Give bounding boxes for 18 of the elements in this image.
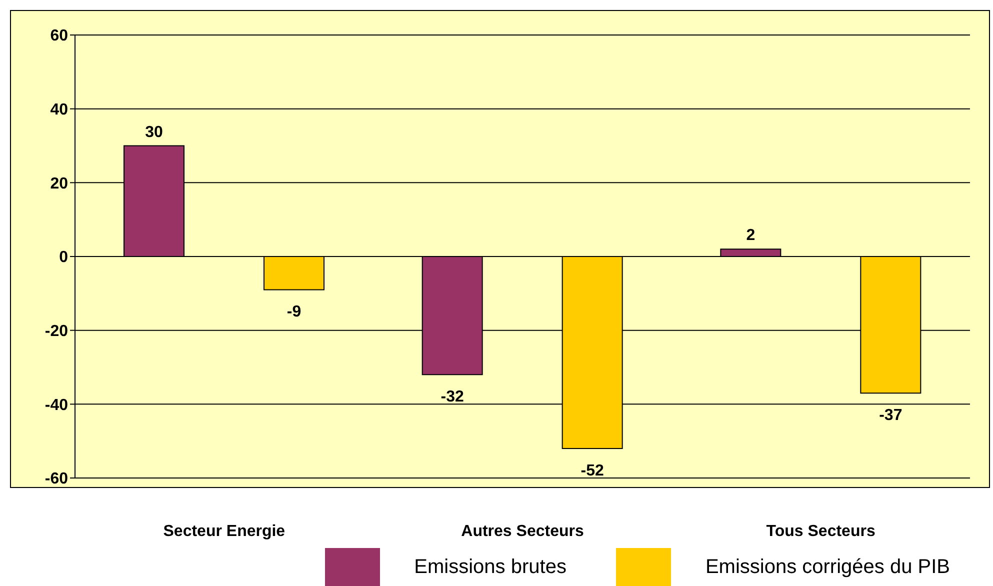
data-label: -32 [440,388,464,406]
x-tick-label: Autres Secteurs [461,523,584,540]
y-tick-label: 60 [50,28,68,45]
legend-label: Emissions corrigées du PIB [705,556,950,578]
legend-label: Emissions brutes [414,556,566,578]
x-tick-label: Tous Secteurs [766,523,876,540]
y-tick-label: 40 [50,102,68,119]
data-label: -9 [286,304,302,321]
x-tick-label: Secteur Energie [163,523,286,540]
data-label: 30 [145,124,163,141]
y-tick-label: 20 [50,175,68,192]
y-tick-label: -40 [44,396,68,414]
data-label: 2 [746,227,756,244]
y-tick-label: 0 [59,249,68,266]
data-label: -37 [879,407,902,424]
y-tick-label: -20 [44,323,68,340]
y-tick-label: -60 [44,470,68,488]
data-label: -52 [580,462,604,480]
